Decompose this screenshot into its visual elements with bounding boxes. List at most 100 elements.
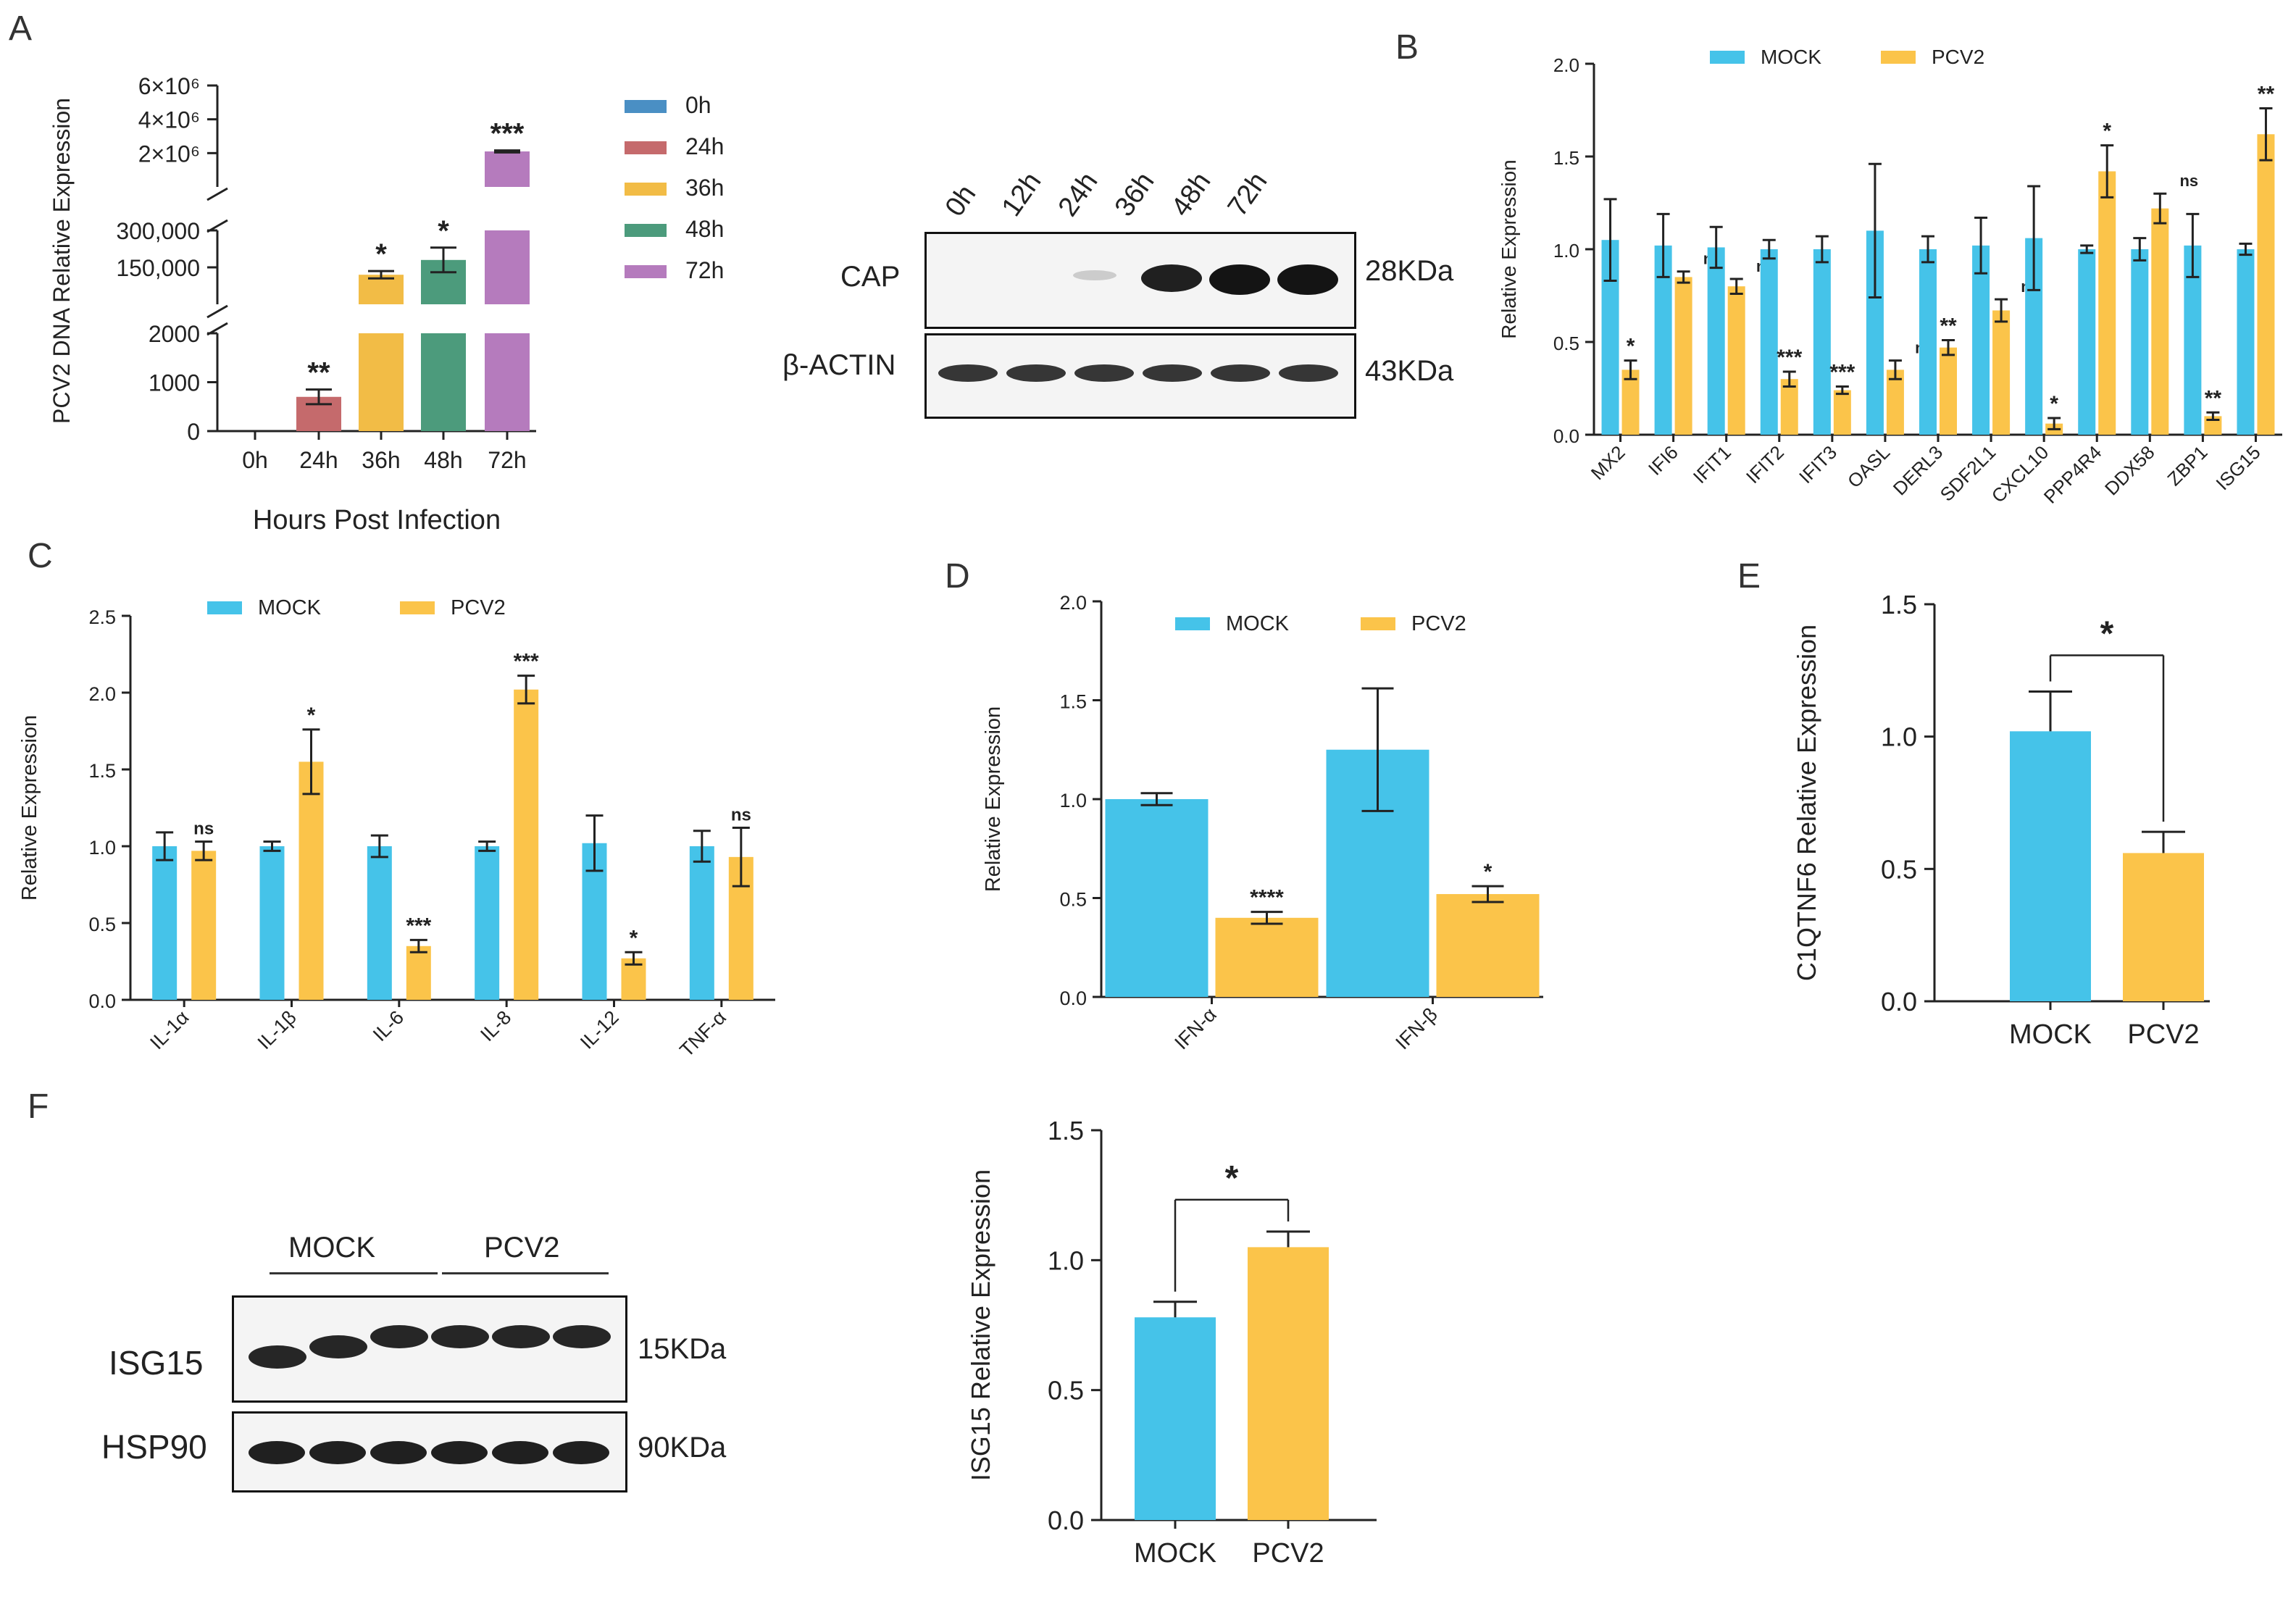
x-tick-label: IL-1β: [254, 1006, 301, 1053]
x-tick-label: IFI6: [1644, 441, 1682, 480]
y-axis-label: Relative Expression: [982, 706, 1005, 892]
chart-d: 0.0 0.5 1.0 1.5 2.0 Relative Expression **** IF…: [982, 592, 1543, 1053]
bar-pcv2: [406, 945, 431, 1000]
blot-f: MOCK PCV2 ISG15 15KDa HSP90 90KDa: [72, 1232, 768, 1507]
significance-label: ns: [731, 806, 751, 825]
legend-label-pcv2: PCV2: [1411, 612, 1466, 635]
x-tick-label: TNF-α: [675, 1006, 730, 1061]
x-tick-label: IL-6: [369, 1006, 408, 1045]
bar-48h: [421, 333, 466, 431]
x-tick-label: CXCL10: [1987, 441, 2053, 507]
chart-a: 0 1000 2000 150,000 300,000 2×10⁶ 4×10⁶ 6×10⁶ PC…: [49, 73, 724, 535]
bar-pcv2: [1992, 310, 2011, 435]
blot-f-group1-label: MOCK: [288, 1232, 375, 1264]
legend-label-mock: MOCK: [1761, 46, 1821, 68]
bar-pcv2: [299, 761, 324, 1000]
y-tick-label: 1.0: [1881, 722, 1917, 752]
y-tick-label: 0.0: [1881, 987, 1917, 1016]
bar-mock: [2237, 249, 2255, 435]
x-tick-label: 24h: [299, 447, 338, 473]
significance-label: **: [2205, 386, 2222, 410]
y-tick-label: 0.0: [1048, 1506, 1084, 1535]
y-tick-label: 150,000: [116, 255, 200, 281]
significance-label: ****: [1250, 886, 1284, 910]
y-tick-label: 300,000: [116, 218, 200, 244]
legend-swatch-pcv2: [1361, 617, 1395, 630]
blot-a-lane-label: 36h: [1109, 167, 1161, 222]
y-tick-label: 1.5: [1048, 1116, 1084, 1145]
blot-a-lane-label: 72h: [1222, 167, 1274, 222]
x-tick-label: IL-1α: [146, 1006, 193, 1053]
x-tick-label: SDF2L1: [1936, 441, 2000, 506]
bar-pcv2: [1940, 347, 1957, 435]
blot-a-lane-label: 48h: [1165, 167, 1217, 222]
bar-mock: [1105, 799, 1208, 997]
hsp90-band: [249, 1441, 305, 1464]
bar-mock: [2010, 731, 2091, 1001]
actin-band: [1211, 364, 1270, 382]
actin-band: [1143, 364, 1202, 382]
chart-f: 0.0 0.5 1.0 1.5 ISG15 Relative Expression MOC…: [966, 1116, 1377, 1569]
y-axis-label: C1QTNF6 Relative Expression: [1792, 625, 1821, 981]
blot-a-lane-label: 0h: [939, 179, 982, 222]
y-axis-label: Relative Expression: [1498, 159, 1520, 338]
legend-swatch-36h: [625, 183, 667, 196]
x-axis-label: Hours Post Infection: [253, 505, 501, 535]
y-tick-label: 0.5: [88, 914, 116, 935]
blot-f-row1-label: ISG15: [109, 1344, 204, 1382]
legend-swatch-mock: [1175, 617, 1210, 630]
bar-pcv2: [1780, 379, 1798, 435]
bar-mock: [1813, 249, 1831, 435]
significance-label: **: [2258, 82, 2275, 106]
significance-label: ***: [1777, 346, 1802, 370]
y-tick-label: 2.5: [88, 606, 116, 628]
blot-a: 0h 12h 24h 36h 48h 72h CAP 28KDa β-ACTIN…: [768, 159, 1453, 435]
bar-pcv2: [2123, 853, 2204, 1001]
y-tick-label: 2000: [149, 321, 200, 347]
y-tick-label: 6×10⁶: [138, 73, 200, 99]
bar-mock: [1760, 249, 1778, 435]
significance-label: ***: [406, 914, 431, 938]
y-tick-label: 0.0: [88, 990, 116, 1012]
significance-label: ***: [514, 650, 539, 674]
significance-label: **: [1940, 314, 1957, 338]
significance-label: ***: [1829, 360, 1855, 384]
bar-mock: [259, 846, 285, 1000]
bar-36h: [359, 333, 404, 431]
y-axis-label: PCV2 DNA Relative Expression: [49, 98, 75, 424]
cap-band: [1209, 264, 1270, 295]
blot-f-isg15-strip: [232, 1295, 627, 1403]
y-tick-label: 0.5: [1059, 889, 1087, 911]
y-tick-label: 4×10⁶: [138, 107, 200, 133]
blot-f-row2-size: 90KDa: [638, 1432, 727, 1464]
legend-swatch-mock: [207, 601, 242, 614]
significance-label: *: [2103, 120, 2111, 143]
y-tick-label: 0: [187, 419, 200, 445]
blot-a-row2-label: β-ACTIN: [782, 349, 896, 381]
isg15-band: [553, 1325, 611, 1348]
panel-label-e: E: [1737, 557, 1761, 596]
x-tick-label: MOCK: [2009, 1019, 2092, 1050]
significance-label: *: [1627, 335, 1635, 359]
x-tick-label: IFN-β: [1391, 1003, 1441, 1053]
bar-mock: [689, 846, 714, 1000]
x-tick-label: PCV2: [2127, 1019, 2199, 1050]
isg15-band: [492, 1325, 550, 1348]
x-tick-label: MOCK: [1134, 1538, 1216, 1569]
y-tick-label: 1.5: [1059, 691, 1087, 713]
bar-mock: [1707, 247, 1725, 435]
panel-label-f: F: [28, 1087, 49, 1126]
legend-swatch-mock: [1710, 51, 1745, 64]
hsp90-band: [492, 1441, 548, 1464]
legend-swatch-24h: [625, 141, 667, 154]
blot-a-actin-strip: [924, 333, 1356, 419]
legend-swatch-0h: [625, 100, 667, 113]
y-tick-label: 1.5: [88, 760, 116, 782]
bar-pcv2: [1886, 370, 1904, 435]
x-tick-label: DDX58: [2100, 441, 2158, 499]
x-tick-label: ZBP1: [2163, 441, 2211, 490]
x-tick-label: ISG15: [2211, 441, 2264, 494]
y-axis-label: ISG15 Relative Expression: [966, 1169, 995, 1481]
bar-36h: [359, 275, 404, 304]
x-tick-label: IFN-α: [1170, 1003, 1220, 1053]
